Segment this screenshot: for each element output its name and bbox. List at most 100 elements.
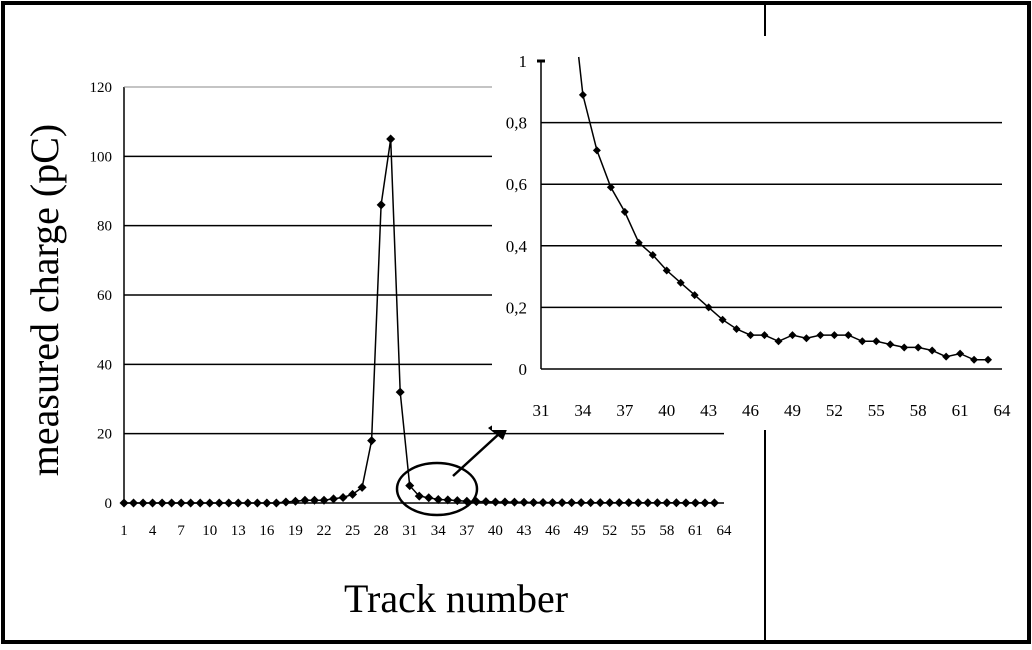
main-data-point — [176, 498, 186, 508]
inset-x-tick-label: 46 — [742, 401, 759, 420]
main-data-point — [595, 498, 605, 508]
main-data-point — [205, 498, 215, 508]
main-data-point — [252, 498, 262, 508]
main-data-point — [262, 498, 272, 508]
main-data-point — [195, 498, 205, 508]
main-data-point — [329, 494, 339, 504]
inset-data-point — [886, 340, 895, 349]
inset-data-point — [830, 331, 839, 340]
inset-y-tick-label: 0,6 — [506, 175, 527, 194]
inset-data-point — [970, 355, 979, 364]
x-axis-title: Track number — [344, 576, 568, 621]
main-data-point — [529, 497, 539, 507]
main-data-point — [509, 497, 519, 507]
main-data-point — [605, 498, 615, 508]
zoom-region-ellipse — [395, 461, 479, 517]
main-x-tick-label: 13 — [231, 523, 246, 539]
inset-data-point — [746, 331, 755, 340]
inset-series-points — [578, 90, 993, 364]
inset-x-tick-label: 37 — [616, 401, 634, 420]
main-x-tick-label: 52 — [602, 523, 617, 539]
main-data-point — [290, 496, 300, 506]
inset-x-tick-label: 34 — [574, 401, 592, 420]
main-data-point — [281, 497, 291, 507]
inset-data-point — [690, 291, 699, 300]
main-data-point — [614, 498, 624, 508]
main-data-point — [548, 498, 558, 508]
main-data-point — [481, 497, 491, 507]
main-y-tick-label: 80 — [97, 219, 112, 235]
main-data-point — [538, 498, 548, 508]
main-y-tick-labels: 0 20 40 60 80 100 120 — [90, 80, 113, 512]
main-y-tick-label: 120 — [90, 80, 113, 96]
main-data-point — [271, 498, 281, 508]
main-data-point — [414, 491, 424, 501]
inset-data-point — [816, 331, 825, 340]
main-x-tick-label: 4 — [149, 523, 157, 539]
inset-data-point — [928, 346, 937, 355]
main-data-point — [681, 498, 691, 508]
main-x-tick-label: 58 — [659, 523, 674, 539]
inset-x-tick-label: 61 — [952, 401, 969, 420]
inset-data-point — [900, 343, 909, 352]
main-data-point — [652, 498, 662, 508]
main-data-point — [129, 498, 139, 508]
main-data-point — [148, 498, 158, 508]
inset-data-point — [788, 331, 797, 340]
inset-data-point — [662, 266, 671, 275]
main-x-tick-label: 16 — [259, 523, 275, 539]
main-data-point — [576, 498, 586, 508]
inset-data-point — [872, 337, 881, 346]
main-x-tick-label: 22 — [317, 523, 332, 539]
inset-data-point — [718, 315, 727, 324]
main-data-point — [700, 498, 710, 508]
inset-chart: 0 0,2 0,4 0,6 0,8 1 31 34 37 40 43 46 49 52 55 58 61 64 — [492, 38, 1022, 430]
main-x-tick-label: 55 — [631, 523, 646, 539]
main-y-tick-label: 20 — [97, 427, 112, 443]
main-data-point — [319, 495, 329, 505]
main-data-point — [586, 498, 596, 508]
inset-data-point — [732, 324, 741, 333]
main-data-point — [405, 481, 415, 491]
main-x-tick-label: 61 — [688, 523, 703, 539]
main-data-point — [243, 498, 253, 508]
inset-data-point — [942, 352, 951, 361]
inset-background — [492, 38, 1022, 430]
main-data-point — [395, 387, 405, 397]
inset-x-tick-labels: 31 34 37 40 43 46 49 52 55 58 61 64 — [533, 401, 1012, 420]
main-data-point — [671, 498, 681, 508]
inset-data-point — [774, 337, 783, 346]
inset-data-point — [802, 334, 811, 343]
main-data-point — [186, 498, 196, 508]
inset-y-tick-label: 0,8 — [506, 114, 527, 133]
inset-x-tick-label: 64 — [994, 401, 1012, 420]
main-data-point — [386, 134, 396, 144]
main-x-tick-label: 37 — [459, 523, 475, 539]
main-data-point — [557, 498, 567, 508]
inset-data-point — [914, 343, 923, 352]
main-y-tick-label: 40 — [97, 357, 112, 373]
inset-data-point — [592, 146, 601, 155]
inset-data-point — [844, 331, 853, 340]
main-x-tick-label: 1 — [120, 523, 128, 539]
main-data-point — [709, 498, 719, 508]
inset-data-point — [578, 90, 587, 99]
main-x-tick-label: 28 — [374, 523, 389, 539]
inset-x-tick-label: 52 — [826, 401, 843, 420]
main-data-point — [662, 498, 672, 508]
main-y-tick-label: 60 — [97, 288, 112, 304]
main-data-point — [433, 495, 443, 505]
inset-data-point — [984, 355, 993, 364]
inset-y-tick-label: 0,4 — [506, 237, 528, 256]
inset-y-tick-labels: 0 0,2 0,4 0,6 0,8 1 — [506, 52, 528, 379]
inset-data-point — [606, 183, 615, 192]
main-data-point — [167, 498, 177, 508]
main-x-tick-label: 7 — [177, 523, 185, 539]
main-data-point — [567, 498, 577, 508]
inset-gridlines — [537, 59, 1002, 370]
inset-data-point — [648, 251, 657, 260]
main-data-point — [309, 495, 319, 505]
